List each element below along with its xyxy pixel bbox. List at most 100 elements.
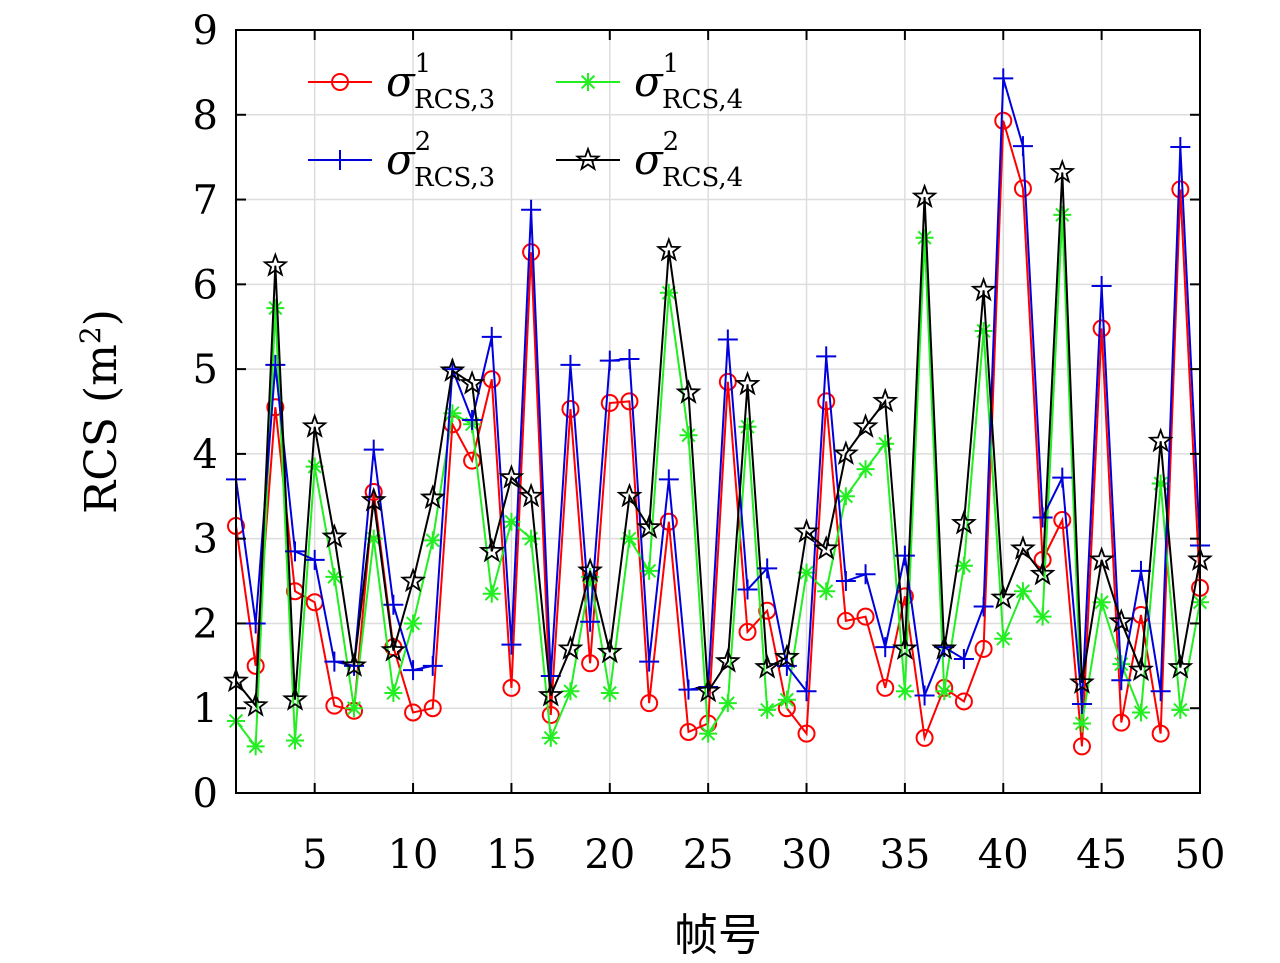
data-point [1131,703,1150,722]
data-point [599,350,620,371]
data-point [855,564,876,585]
data-point [953,649,974,670]
x-axis-label: 帧号 [674,910,762,961]
data-point [835,571,856,592]
data-point [305,457,324,476]
x-tick-label: 40 [978,832,1029,878]
data-point [678,679,699,700]
x-tick-label: 50 [1175,832,1226,878]
data-point [796,681,817,702]
data-point [581,567,600,586]
data-point [1009,535,1036,560]
data-point [404,703,423,722]
data-point [577,557,604,582]
data-point [655,236,682,262]
data-point [439,357,466,382]
series-group [227,205,1209,756]
data-point [856,460,875,479]
data-point [419,484,446,510]
data-point [836,611,855,630]
data-point [816,346,837,367]
data-point [679,722,698,741]
data-point [915,228,934,247]
data-point [245,613,266,634]
data-point [560,354,581,375]
data-point [813,535,840,560]
legend-item: σ2 RCS,4 [556,127,743,193]
data-point [561,682,580,701]
data-point [1167,653,1194,679]
data-point [581,654,600,673]
data-point [817,392,836,411]
plot-area [235,29,1201,794]
data-point [954,692,973,711]
data-point [1091,276,1112,297]
data-point [734,370,761,396]
data-point [600,683,619,702]
y-tick-label: 9 [193,8,218,54]
data-point [522,243,541,262]
y-tick-label: 0 [193,771,218,817]
data-point [1111,670,1132,691]
legend-marker [330,150,350,170]
data-point [993,68,1014,89]
legend: σ1 RCS,3 σ1 RCS,4σ2 RCS,3 σ2 RCS,4 [308,49,743,193]
data-point [974,639,993,658]
data-point [541,728,560,747]
legend-sup: 2 [415,127,432,157]
y-tick-label: 5 [193,347,218,393]
data-point [266,398,285,417]
data-point [596,638,623,664]
x-tick-label: 25 [683,832,734,878]
data-point [502,678,521,697]
legend-marker [331,73,349,91]
x-tick-label: 30 [781,832,832,878]
data-point [1171,700,1190,719]
data-point [954,556,973,575]
legend-sup: 2 [663,127,680,157]
series-line [235,172,1201,709]
data-point [1108,608,1135,633]
data-point [974,321,993,340]
data-point [990,584,1017,610]
data-point [580,611,601,632]
data-point [875,637,896,658]
legend-symbol: σ [386,57,416,106]
data-point [1033,607,1052,626]
data-point [876,678,895,697]
data-point [911,183,938,209]
data-point [738,622,757,641]
y-tick-label: 1 [193,686,218,732]
data-point [659,512,678,531]
data-point [914,685,935,706]
data-point [462,409,483,430]
data-point [891,635,918,660]
y-axis-label-close: ) [76,309,127,326]
legend-marker [575,146,601,172]
data-point [797,563,816,582]
data-point [325,567,344,586]
data-point [639,651,660,672]
data-point [640,561,659,580]
data-point [970,276,997,302]
legend-sup: 1 [663,49,680,79]
data-point [1068,669,1095,694]
data-point [1072,737,1091,756]
data-point [360,486,387,512]
data-point [1071,693,1092,714]
x-tick-label: 5 [302,832,327,878]
x-tick-label: 10 [388,832,439,878]
legend-sub: RCS,3 [414,163,495,193]
data-point [501,634,522,655]
y-tick-label: 4 [193,432,218,478]
data-point [246,737,265,756]
y-tick-label: 7 [193,178,218,224]
data-point [286,731,305,750]
x-tick-label: 20 [584,832,635,878]
data-point [1150,681,1171,702]
data-point [423,531,442,550]
data-point [301,413,328,438]
data-point [793,518,820,543]
data-point [246,656,265,675]
